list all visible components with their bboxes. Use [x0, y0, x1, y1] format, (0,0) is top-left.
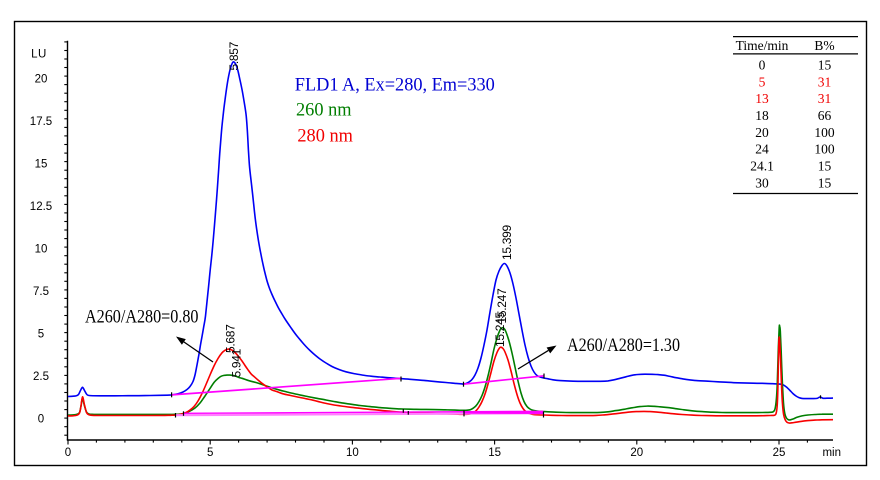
svg-text:15: 15 — [818, 159, 832, 174]
svg-text:30: 30 — [755, 175, 769, 190]
svg-text:5: 5 — [38, 329, 44, 341]
svg-text:20: 20 — [35, 74, 48, 86]
svg-text:15: 15 — [818, 58, 832, 73]
svg-text:5: 5 — [759, 74, 766, 89]
svg-text:24: 24 — [755, 142, 769, 157]
svg-text:20: 20 — [755, 125, 769, 140]
svg-text:66: 66 — [818, 108, 832, 123]
svg-text:5.687: 5.687 — [223, 324, 237, 353]
svg-text:5.857: 5.857 — [227, 41, 241, 70]
svg-text:31: 31 — [818, 91, 832, 106]
svg-text:15: 15 — [818, 175, 832, 190]
svg-text:31: 31 — [818, 74, 832, 89]
svg-text:17.5: 17.5 — [30, 116, 52, 128]
svg-text:5: 5 — [207, 447, 213, 459]
svg-text:0: 0 — [65, 447, 71, 459]
svg-text:100: 100 — [814, 125, 835, 140]
svg-text:260 nm: 260 nm — [296, 99, 352, 120]
svg-text:280 nm: 280 nm — [297, 125, 353, 146]
svg-text:min: min — [822, 447, 841, 459]
svg-text:FLD1 A, Ex=280, Em=330: FLD1 A, Ex=280, Em=330 — [295, 74, 495, 95]
svg-text:20: 20 — [630, 447, 643, 459]
svg-text:LU: LU — [31, 49, 47, 61]
svg-text:10: 10 — [35, 244, 48, 256]
svg-text:18: 18 — [755, 108, 769, 123]
svg-text:15: 15 — [488, 447, 501, 459]
svg-text:15.399: 15.399 — [500, 224, 514, 260]
svg-text:15: 15 — [35, 159, 48, 171]
svg-text:2.5: 2.5 — [33, 371, 49, 383]
svg-text:7.5: 7.5 — [33, 286, 49, 298]
svg-text:10: 10 — [346, 447, 359, 459]
svg-text:0: 0 — [759, 58, 766, 73]
svg-text:A260/A280=1.30: A260/A280=1.30 — [567, 336, 680, 356]
svg-text:B%: B% — [814, 38, 834, 53]
svg-text:12.5: 12.5 — [30, 201, 52, 213]
svg-text:100: 100 — [814, 142, 835, 157]
svg-text:A260/A280=0.80: A260/A280=0.80 — [85, 307, 199, 327]
svg-text:15.245: 15.245 — [493, 311, 507, 347]
svg-text:25: 25 — [773, 447, 786, 459]
svg-text:5.941: 5.941 — [229, 348, 243, 377]
svg-text:15.247: 15.247 — [495, 288, 509, 324]
svg-text:13: 13 — [755, 91, 769, 106]
svg-text:Time/min: Time/min — [736, 38, 789, 53]
svg-text:0: 0 — [38, 414, 44, 426]
svg-text:24.1: 24.1 — [750, 159, 774, 174]
